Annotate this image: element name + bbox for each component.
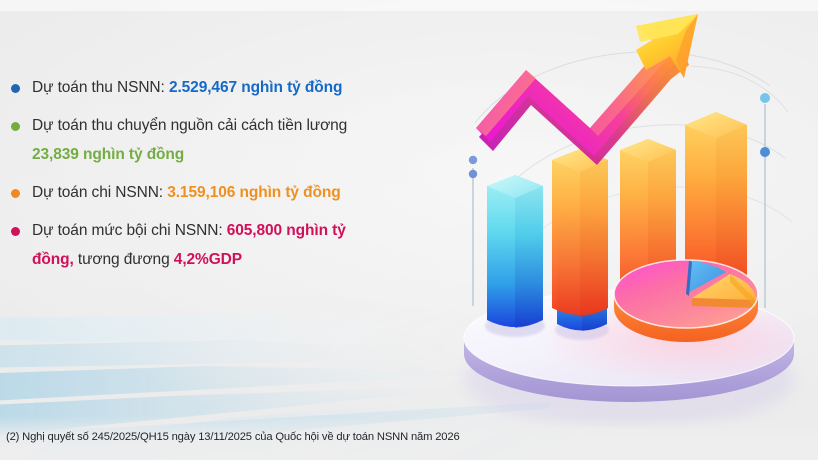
guide-lines <box>472 104 766 308</box>
bullet-label-revenue: Dự toán thu NSNN: <box>32 79 169 96</box>
bullet-value-salary-reform-line2: 23,839 nghìn tỷ đồng <box>32 143 452 167</box>
bullet-dot-blue <box>11 84 20 93</box>
pie-chart <box>613 259 759 342</box>
bullet-label-deficit-gdp: tương đương <box>73 251 174 268</box>
guide-dot-right-upper <box>760 93 770 103</box>
bullet-value-salary-reform: 23,839 nghìn tỷ đồng <box>32 146 185 163</box>
bullet-value-expenditure: 3.159,106 nghìn tỷ đồng <box>167 184 341 201</box>
bullet-label-salary-reform: Dự toán thu chuyển nguồn cải cách tiền l… <box>32 117 348 134</box>
guide-dot-left-lower <box>468 169 478 179</box>
bullet-value-deficit: 605,800 nghìn tỷ <box>226 222 346 239</box>
bar-orange-mid <box>552 149 608 317</box>
bullet-item-deficit: Dự toán mức bội chi NSNN: 605,800 nghìn … <box>0 219 452 272</box>
bullet-text-revenue: Dự toán thu NSNN: 2.529,467 nghìn tỷ đồn… <box>32 76 452 100</box>
bullet-item-revenue: Dự toán thu NSNN: 2.529,467 nghìn tỷ đồn… <box>0 76 452 100</box>
bullet-list: Dự toán thu NSNN: 2.529,467 nghìn tỷ đồn… <box>0 76 452 272</box>
bullet-text-expenditure: Dự toán chi NSNN: 3.159,106 nghìn tỷ đồn… <box>32 181 452 205</box>
footnote: (2) Nghị quyết số 245/2025/QH15 ngày 13/… <box>6 431 460 443</box>
guide-dots <box>468 93 770 179</box>
bullet-value-deficit-cont: đồng, <box>32 251 74 268</box>
bar-cyan-tall <box>485 175 545 337</box>
growth-arrow <box>476 14 698 165</box>
guide-dot-left-upper <box>468 155 478 165</box>
bullet-item-expenditure: Dự toán chi NSNN: 3.159,106 nghìn tỷ đồn… <box>0 181 452 205</box>
bullet-label-expenditure: Dự toán chi NSNN: <box>32 184 168 201</box>
guide-dot-right-lower <box>760 147 770 157</box>
bullet-item-salary-reform: Dự toán thu chuyển nguồn cải cách tiền l… <box>0 114 452 167</box>
illustration-3d-chart <box>440 8 818 428</box>
bullet-value-revenue: 2.529,467 nghìn tỷ đồng <box>168 79 343 96</box>
bullet-dot-green <box>11 122 20 131</box>
bullet-dot-orange <box>11 189 20 198</box>
bullet-text-deficit: Dự toán mức bội chi NSNN: 605,800 nghìn … <box>32 219 452 243</box>
bullet-deficit-line2: đồng, tương đương 4,2%GDP <box>32 248 452 272</box>
bullet-value-deficit-gdp: 4,2%GDP <box>173 251 243 268</box>
bullet-label-deficit: Dự toán mức bội chi NSNN: <box>32 222 227 239</box>
footer-fade <box>0 416 818 460</box>
bullet-text-salary-reform: Dự toán thu chuyển nguồn cải cách tiền l… <box>32 114 452 138</box>
bullet-dot-crimson <box>11 227 20 236</box>
bar-orange-tall <box>685 112 747 305</box>
